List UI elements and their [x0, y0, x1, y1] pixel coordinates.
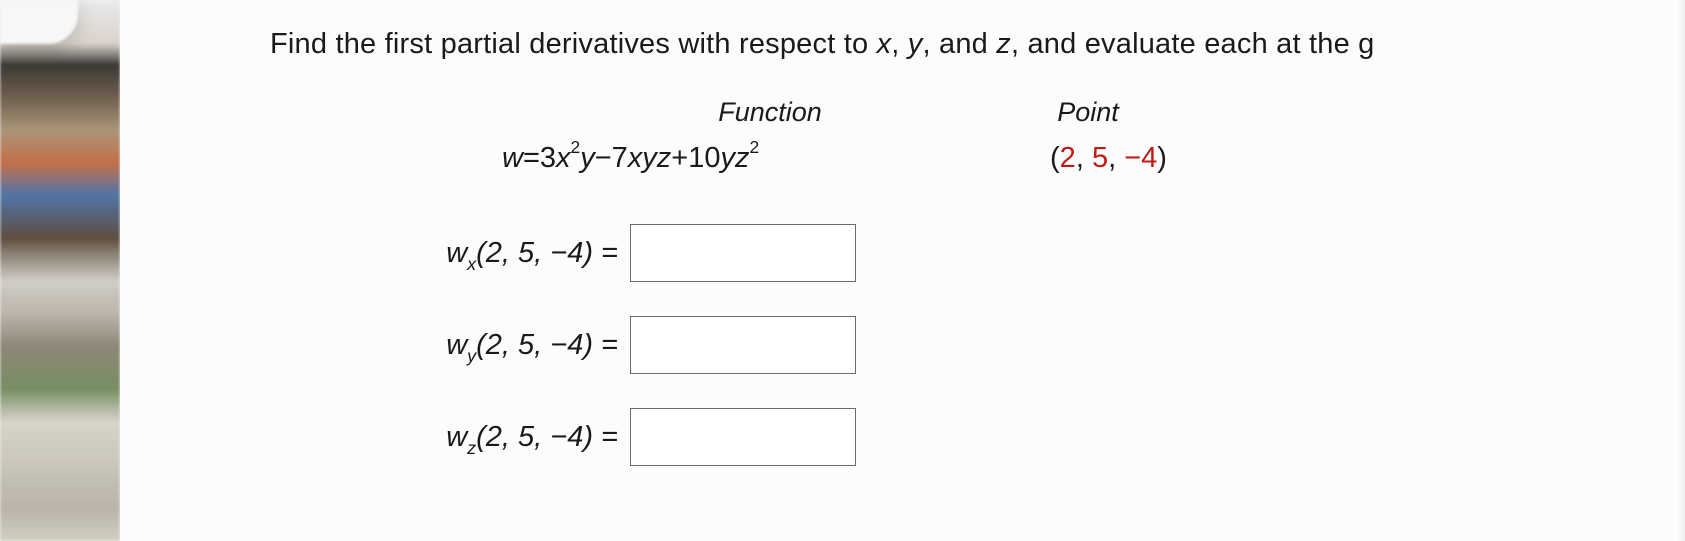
prompt-prefix: Find the first partial derivatives with …	[270, 28, 877, 60]
prompt-var-x: x	[877, 28, 892, 60]
prompt-text: Find the first partial derivatives with …	[270, 28, 1685, 61]
eq-equals: =	[523, 142, 540, 175]
answer-label-wx: wx(2, 5, −4) =	[390, 237, 630, 270]
wz-sub: z	[467, 438, 476, 458]
equation-row: w = 3x2y − 7xyz + 10yz2 (2, 5, −4)	[502, 142, 1685, 175]
wy-args: (2, 5, −4) =	[476, 329, 618, 361]
eq-t1v: x	[556, 142, 571, 175]
answer-row-wx: wx(2, 5, −4) =	[390, 207, 1685, 299]
answer-input-wz[interactable]	[630, 408, 856, 466]
eq-t2v: xyz	[628, 142, 672, 175]
eq-t3v: yz	[720, 142, 749, 175]
header-point: Point	[988, 97, 1188, 128]
eq-t2a: 7	[612, 142, 628, 175]
prompt-sep1: ,	[891, 28, 908, 60]
prompt-suffix: , and evaluate each at the g	[1011, 28, 1375, 60]
eq-t1exp: 2	[571, 137, 581, 158]
point-c: −4	[1124, 142, 1157, 174]
photo-left-strip	[0, 0, 120, 541]
eq-plus: +	[671, 142, 688, 175]
wy-fn: w	[446, 329, 467, 361]
point-close: )	[1157, 142, 1167, 174]
prompt-var-z: z	[996, 28, 1011, 60]
point-c2: ,	[1108, 142, 1124, 174]
point-c1: ,	[1076, 142, 1092, 174]
wy-sub: y	[467, 346, 476, 366]
wz-args: (2, 5, −4) =	[476, 421, 618, 453]
point-b: 5	[1092, 142, 1108, 174]
eq-lhs: w	[502, 142, 523, 175]
eq-t3a: 10	[688, 142, 720, 175]
prompt-var-y: y	[908, 28, 923, 60]
equation-point: (2, 5, −4)	[1050, 142, 1167, 175]
answer-row-wy: wy(2, 5, −4) =	[390, 299, 1685, 391]
wz-fn: w	[446, 421, 467, 453]
eq-t1v2: y	[580, 142, 595, 175]
eq-minus: −	[595, 142, 612, 175]
equation-expression: w = 3x2y − 7xyz + 10yz2	[502, 142, 1022, 175]
point-open: (	[1050, 142, 1060, 174]
answer-label-wy: wy(2, 5, −4) =	[390, 329, 630, 362]
wx-fn: w	[446, 237, 467, 269]
point-a: 2	[1060, 142, 1076, 174]
wx-args: (2, 5, −4) =	[476, 237, 618, 269]
eq-t1a: 3	[540, 142, 556, 175]
answer-input-wy[interactable]	[630, 316, 856, 374]
header-function: Function	[560, 97, 980, 128]
answer-label-wz: wz(2, 5, −4) =	[390, 421, 630, 454]
column-headers: Function Point	[560, 97, 1685, 128]
problem-content: Find the first partial derivatives with …	[120, 0, 1685, 541]
answer-input-wx[interactable]	[630, 224, 856, 282]
wx-sub: x	[467, 254, 476, 274]
answer-row-wz: wz(2, 5, −4) =	[390, 391, 1685, 483]
eq-t3exp: 2	[749, 137, 759, 158]
prompt-sep2: , and	[922, 28, 996, 60]
page-root: Find the first partial derivatives with …	[0, 0, 1685, 541]
